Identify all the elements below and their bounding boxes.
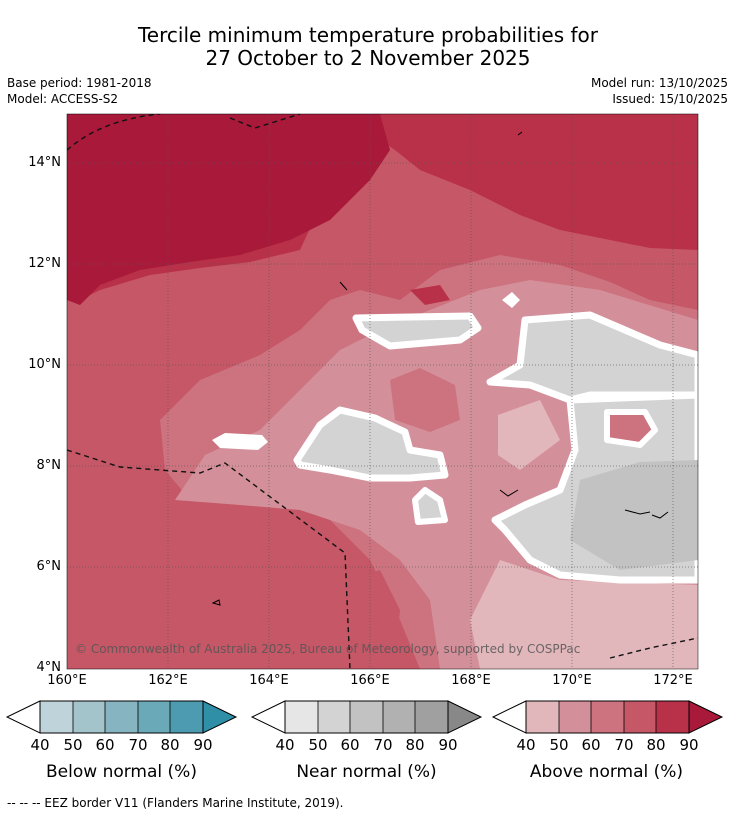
lon-tick-162e: 162°E: [148, 673, 188, 688]
meta-right: Model run: 13/10/2025 Issued: 15/10/2025: [591, 75, 728, 107]
cb-near-tick: 70: [373, 736, 393, 754]
colorbar-near: [250, 700, 483, 734]
cb-below-tick: 60: [95, 736, 115, 754]
lat-tick-6n: 6°N: [36, 559, 62, 574]
lat-tick-8n: 8°N: [36, 458, 62, 473]
model-name: Model: ACCESS-S2: [7, 92, 119, 106]
lon-tick-172e: 172°E: [653, 673, 693, 688]
map-title-line2: 27 October to 2 November 2025: [205, 46, 531, 70]
cb-below-tick: 90: [193, 736, 213, 754]
lon-tick-166e: 166°E: [350, 673, 390, 688]
model-run: Model run: 13/10/2025: [590, 76, 728, 90]
cb-below-tick: 70: [128, 736, 148, 754]
cb-above-tick: 60: [581, 736, 601, 754]
cb-above-tick: 90: [679, 736, 699, 754]
graticule: [67, 114, 698, 669]
eez-footer-note: -- -- -- EEZ border V11 (Flanders Marine…: [7, 796, 344, 810]
cb-near-tick: 80: [405, 736, 425, 754]
colorbar-above: [491, 700, 724, 734]
lon-tick-164e: 164°E: [249, 673, 289, 688]
cb-near-label: Near normal (%): [296, 762, 437, 782]
lon-tick-168e: 168°E: [451, 673, 491, 688]
lon-tick-160e: 160°E: [47, 673, 87, 688]
cb-below-tick: 80: [160, 736, 180, 754]
lat-tick-4n: 4°N: [36, 660, 62, 675]
probability-field: © Commonwealth of Australia 2025, Bureau…: [67, 114, 698, 669]
base-period: Base period: 1981-2018: [7, 76, 152, 90]
lat-tick-12n: 12°N: [28, 256, 61, 271]
cb-above-tick: 40: [516, 736, 536, 754]
cb-above-tick: 50: [549, 736, 569, 754]
cb-above-tick: 70: [614, 736, 634, 754]
cb-near-tick: 40: [275, 736, 295, 754]
lat-tick-14n: 14°N: [28, 155, 61, 170]
cb-below-tick: 50: [63, 736, 83, 754]
cb-below-tick: 40: [30, 736, 50, 754]
cb-above-tick: 80: [646, 736, 666, 754]
eez-border: [67, 114, 698, 669]
issued-date: Issued: 15/10/2025: [612, 92, 728, 106]
cb-above-label: Above normal (%): [529, 762, 684, 782]
cb-near-tick: 90: [438, 736, 458, 754]
meta-left: Base period: 1981-2018 Model: ACCESS-S2: [7, 75, 152, 107]
lon-tick-170e: 170°E: [552, 673, 592, 688]
cb-near-tick: 50: [308, 736, 328, 754]
colorbar-below: [5, 700, 238, 734]
islands: [211, 131, 669, 606]
lat-tick-10n: 10°N: [28, 357, 61, 372]
copyright-text: © Commonwealth of Australia 2025, Bureau…: [75, 642, 580, 656]
cb-near-tick: 60: [340, 736, 360, 754]
cb-below-label: Below normal (%): [46, 762, 197, 782]
map-title-line1: Tercile minimum temperature probabilitie…: [137, 23, 599, 47]
map-frame: [66, 113, 699, 670]
